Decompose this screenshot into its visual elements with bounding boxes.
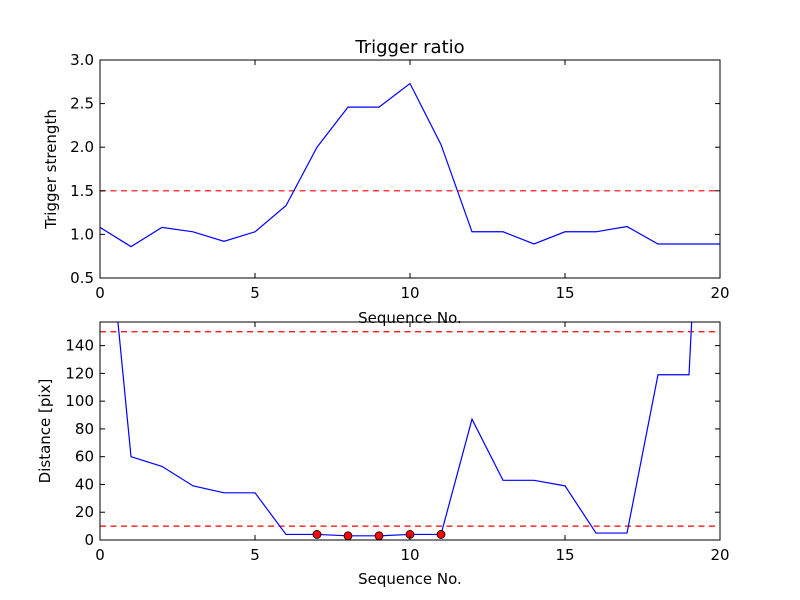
y-tick-label: 100 bbox=[65, 392, 94, 410]
y-tick-label: 140 bbox=[65, 337, 94, 355]
distance-chart: Sequence No. Distance [pix] 0 5 10 15 20 0 20 4… bbox=[36, 0, 730, 588]
y-tick-label: 2.5 bbox=[70, 95, 94, 113]
x-tick-label: 10 bbox=[400, 284, 419, 302]
x-axis-label: Sequence No. bbox=[358, 570, 462, 588]
y-tick-label: 40 bbox=[75, 475, 94, 493]
x-tick-label: 20 bbox=[710, 546, 729, 564]
x-tick-label: 0 bbox=[95, 546, 105, 564]
y-tick-label: 1.0 bbox=[70, 225, 94, 243]
series-line bbox=[100, 0, 720, 536]
x-tick-label: 0 bbox=[95, 284, 105, 302]
data-point-marker bbox=[375, 532, 383, 540]
data-point-marker bbox=[344, 532, 352, 540]
x-tick-label: 15 bbox=[555, 284, 574, 302]
data-point-marker bbox=[313, 530, 321, 538]
trigger-ratio-chart: Trigger ratio Sequence No. Trigger stren… bbox=[42, 37, 730, 327]
data-point-marker bbox=[437, 530, 445, 538]
y-tick-label: 0.5 bbox=[70, 269, 94, 287]
y-tick-label: 2.0 bbox=[70, 138, 94, 156]
y-axis-label: Trigger strength bbox=[42, 109, 60, 230]
chart-title: Trigger ratio bbox=[354, 37, 464, 58]
x-tick-label: 15 bbox=[555, 546, 574, 564]
y-tick-label: 80 bbox=[75, 420, 94, 438]
y-axis-label: Distance [pix] bbox=[36, 379, 54, 484]
y-tick-label: 60 bbox=[75, 448, 94, 466]
x-tick-label: 20 bbox=[710, 284, 729, 302]
x-tick-label: 10 bbox=[400, 546, 419, 564]
y-tick-label: 0 bbox=[84, 531, 94, 549]
axes-frame bbox=[100, 60, 720, 278]
x-tick-label: 5 bbox=[250, 546, 260, 564]
y-tick-label: 120 bbox=[65, 364, 94, 382]
series-line bbox=[100, 84, 720, 247]
y-tick-label: 20 bbox=[75, 503, 94, 521]
y-tick-label: 3.0 bbox=[70, 51, 94, 69]
axes-frame bbox=[100, 322, 720, 540]
x-tick-label: 5 bbox=[250, 284, 260, 302]
y-tick-label: 1.5 bbox=[70, 182, 94, 200]
